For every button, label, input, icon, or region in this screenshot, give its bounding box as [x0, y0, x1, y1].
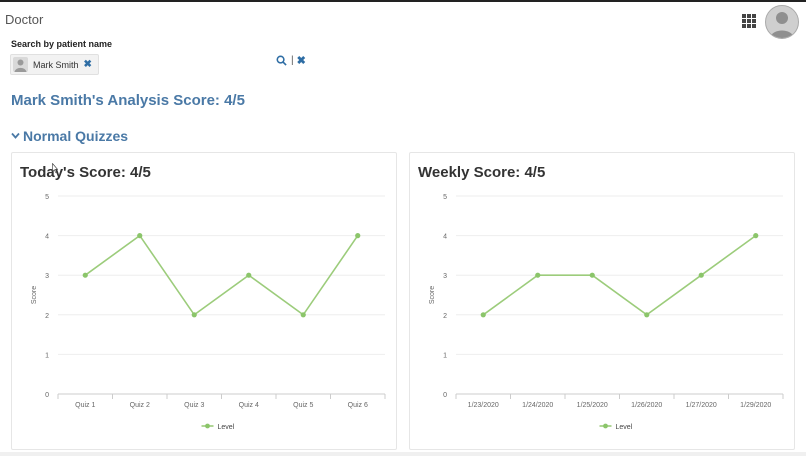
analysis-title: Mark Smith's Analysis Score: 4/5: [11, 92, 245, 109]
x-tick-label: 1/29/2020: [740, 402, 771, 409]
x-tick-label: Quiz 5: [293, 402, 313, 409]
data-point: [355, 233, 361, 239]
x-tick-label: Quiz 1: [75, 402, 95, 409]
y-tick-label: 3: [443, 273, 447, 280]
app-title: Doctor: [5, 12, 44, 27]
y-tick-label: 1: [45, 352, 49, 359]
search-icon[interactable]: [276, 55, 288, 67]
top-border: [0, 0, 806, 2]
x-tick-label: 1/25/2020: [577, 402, 608, 409]
series-line: [482, 234, 757, 316]
search-label: Search by patient name: [11, 39, 113, 49]
series-line: [84, 234, 359, 316]
todays-score-panel: Today's Score: 4/5 0 1 2 3 4 5 Quiz 1 Quiz 2 Qui…: [11, 152, 397, 450]
legend-label: Level: [218, 424, 235, 431]
y-tick-label: 4: [443, 234, 447, 241]
y-tick-label: 2: [443, 313, 447, 320]
section-label: Normal Quizzes: [23, 128, 129, 144]
chevron-down-icon: [11, 131, 20, 142]
y-tick-label: 0: [443, 392, 447, 399]
y-tick-label: 5: [443, 194, 447, 201]
weekly-score-panel: Weekly Score: 4/5 0 1 2 3 4 5 1/23/2020 1/24/20…: [409, 152, 795, 450]
data-point: [535, 272, 541, 278]
mouse-cursor-icon: [52, 163, 58, 173]
y-tick-label: 4: [45, 234, 49, 241]
grid-icon[interactable]: [742, 14, 757, 29]
weekly-score-chart: 0 1 2 3 4 5 1/23/2020 1/24/2020 1/25/2020 1/26/20…: [429, 194, 784, 431]
legend-label: Level: [616, 424, 633, 431]
todays-score-chart: 0 1 2 3 4 5 Quiz 1 Quiz 2 Quiz 3 Quiz 4 Quiz 5 Quiz…: [31, 194, 386, 431]
legend-marker: [603, 423, 608, 429]
chart-title: Weekly Score: 4/5: [418, 164, 546, 181]
data-point: [300, 312, 306, 318]
data-point: [246, 272, 252, 278]
legend-marker: [205, 423, 210, 429]
patient-chip-label: Mark Smith: [33, 59, 79, 70]
data-point: [191, 312, 197, 318]
user-icon: [13, 57, 28, 72]
x-tick-label: Quiz 2: [130, 402, 150, 409]
data-point: [137, 233, 143, 239]
data-point: [480, 312, 486, 318]
y-tick-label: 5: [45, 194, 49, 201]
x-tick-label: 1/24/2020: [522, 402, 553, 409]
data-point: [698, 272, 704, 278]
data-point: [589, 272, 595, 278]
y-axis-label: Score: [31, 286, 38, 304]
x-tick-label: Quiz 4: [239, 402, 259, 409]
user-avatar-icon[interactable]: [765, 5, 799, 39]
y-tick-label: 3: [45, 273, 49, 280]
data-point: [644, 312, 650, 318]
patient-chip[interactable]: Mark Smith ✖: [10, 54, 99, 75]
separator: |: [291, 55, 294, 66]
x-tick-label: 1/27/2020: [686, 402, 717, 409]
x-tick-label: Quiz 6: [348, 402, 368, 409]
remove-chip-icon[interactable]: ✖: [83, 59, 92, 70]
y-axis-label: Score: [429, 286, 436, 304]
search-actions: | ✖: [276, 54, 306, 67]
x-tick-label: 1/26/2020: [631, 402, 662, 409]
horizontal-scrollbar[interactable]: [0, 452, 806, 456]
clear-search-icon[interactable]: ✖: [296, 55, 306, 67]
y-tick-label: 0: [45, 392, 49, 399]
x-tick-label: Quiz 3: [184, 402, 204, 409]
y-tick-label: 2: [45, 313, 49, 320]
patient-search[interactable]: Mark Smith ✖ | ✖: [10, 54, 310, 75]
x-tick-label: 1/23/2020: [468, 402, 499, 409]
normal-quizzes-toggle[interactable]: Normal Quizzes: [11, 128, 128, 144]
data-point: [82, 272, 88, 278]
y-tick-label: 1: [443, 352, 447, 359]
data-point: [753, 233, 759, 239]
